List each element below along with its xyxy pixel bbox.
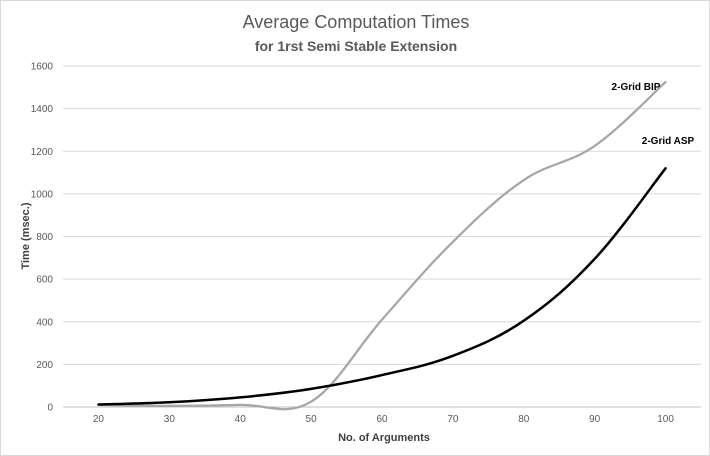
series-labels: 2-Grid BIP 2-Grid ASP: [612, 82, 695, 147]
chart-title: Average Computation Times: [243, 12, 470, 32]
gridlines: [63, 65, 701, 408]
y-tick-label: 600: [36, 275, 53, 286]
x-tick-label: 60: [376, 414, 388, 425]
chart-subtitle: for 1rst Semi Stable Extension: [255, 38, 457, 54]
series-line-2-grid-bip: [97, 80, 667, 411]
y-axis-title: Time (msec.): [20, 202, 32, 269]
y-tick-label: 200: [36, 360, 53, 371]
y-tick-label: 1200: [31, 147, 54, 158]
x-tick-label: 100: [657, 414, 674, 425]
axes: 0 200 400 600 800 1000 1200 1400 1600 20 30 40 50 60 7…: [31, 62, 675, 426]
y-tick-label: 0: [47, 403, 53, 414]
y-tick-label: 1600: [31, 62, 54, 73]
x-tick-label: 70: [447, 414, 459, 425]
y-tick-label: 1400: [31, 104, 54, 115]
series-label: 2-Grid BIP: [612, 82, 661, 93]
x-tick-label: 40: [235, 414, 247, 425]
y-tick-label: 1000: [31, 189, 54, 200]
x-axis-title: No. of Arguments: [338, 432, 430, 444]
x-tick-label: 90: [589, 414, 601, 425]
series-label: 2-Grid ASP: [642, 136, 695, 147]
x-tick-label: 20: [93, 414, 105, 425]
x-tick-label: 80: [518, 414, 530, 425]
x-tick-label: 30: [164, 414, 176, 425]
y-tick-label: 400: [36, 317, 53, 328]
y-tick-label: 800: [36, 232, 53, 243]
series-line-2-grid-asp: [97, 167, 667, 406]
x-tick-label: 50: [306, 414, 318, 425]
series-lines: [97, 80, 667, 411]
